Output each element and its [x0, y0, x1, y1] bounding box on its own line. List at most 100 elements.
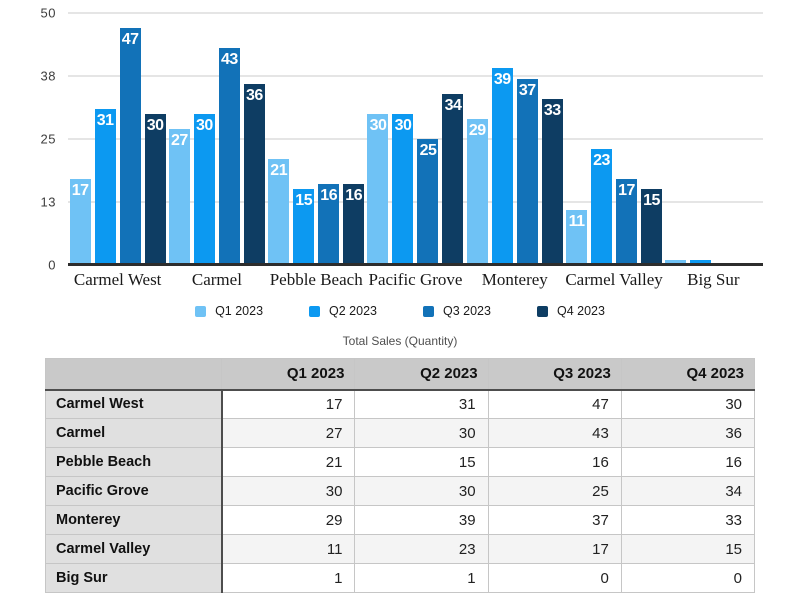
- bar-value-label: 17: [618, 182, 635, 200]
- x-axis-label-cell: Big Sur: [664, 270, 763, 290]
- table-cell: 30: [354, 418, 489, 448]
- bar-q4-2023-carmel-west: 30: [144, 113, 166, 265]
- table-cell: 0: [487, 563, 622, 593]
- table-cell: 1: [221, 563, 356, 593]
- row-label: Monterey: [44, 505, 223, 535]
- bar-value-label: 15: [295, 192, 313, 210]
- table-cell: 47: [487, 389, 622, 419]
- bar-value-label: 29: [468, 121, 486, 139]
- bar-value-label: 27: [171, 131, 188, 149]
- plot-bars: 17 31 47 30 27 30 43 36 21 15 16 16 30 30 25 34 29 39 37 33…: [68, 13, 763, 265]
- row-label: Pacific Grove: [44, 476, 223, 506]
- bar-q2-2023-carmel-west: 31: [94, 108, 116, 265]
- bar-q2-2023-pacific-grove: 30: [392, 113, 414, 265]
- gridline: [68, 12, 763, 14]
- table-cell: 27: [221, 418, 356, 448]
- table-row-pebble-beach: Pebble Beach 21 15 16 16: [44, 447, 756, 477]
- y-tick-label: 25: [40, 131, 56, 147]
- table-header-row: Q1 2023 Q2 2023 Q3 2023 Q4 2023: [44, 358, 756, 391]
- table-row-carmel: Carmel 27 30 43 36: [44, 418, 756, 448]
- table-cell: 43: [487, 418, 622, 448]
- bar-q1-2023-pebble-beach: 21: [268, 159, 290, 265]
- x-axis-label-carmel-valley: Carmel Valley: [565, 270, 663, 289]
- table-cell: 37: [487, 505, 622, 535]
- table-cell: 30: [221, 476, 356, 506]
- bar-value-label: 25: [419, 142, 437, 159]
- column-header-q1-2023: Q1 2023: [221, 358, 356, 391]
- gridline: [68, 138, 763, 140]
- bar-value-label: 33: [543, 101, 561, 119]
- legend-item-q4-2023: Q4 2023: [536, 304, 605, 318]
- table-cell: 31: [354, 389, 489, 419]
- bar-group-pacific-grove: 30 30 25 34: [366, 13, 465, 265]
- bar-q3-2023-carmel-west: 47: [119, 28, 141, 265]
- table-cell: 17: [487, 534, 622, 564]
- table-cell: 16: [620, 447, 756, 477]
- legend-item-q3-2023: Q3 2023: [423, 304, 491, 318]
- bar-group-monterey: 29 39 37 33: [465, 13, 564, 265]
- table-title: Total Sales (Quantity): [342, 334, 458, 348]
- bar-value-label: 23: [593, 152, 610, 170]
- bar-q1-2023-carmel: 27: [168, 128, 190, 265]
- bar-value-label: 30: [369, 116, 387, 134]
- bar-q1-2023-carmel-valley: 11: [566, 209, 588, 265]
- bar-value-label: 30: [394, 116, 412, 134]
- x-axis-label-pacific-grove: Pacific Grove: [368, 270, 463, 289]
- bar-group-big-sur: [664, 13, 763, 265]
- bar-q2-2023-big-sur: [690, 259, 712, 265]
- bar-q1-2023-pacific-grove: 30: [367, 113, 389, 265]
- bar-value-label: 37: [518, 81, 536, 99]
- gridline: [68, 75, 763, 77]
- bar-q2-2023-carmel: 30: [193, 113, 215, 265]
- table-cell: 33: [620, 505, 756, 535]
- row-label: Pebble Beach: [44, 447, 223, 477]
- bar-value-label: 30: [196, 116, 213, 134]
- table-cell: 1: [354, 563, 489, 593]
- table-cell: 23: [354, 534, 489, 564]
- legend-label: Q4 2023: [556, 304, 605, 318]
- bar-q3-2023-monterey: 37: [516, 78, 538, 265]
- bar-value-label: 21: [270, 162, 288, 180]
- table-row-monterey: Monterey 29 39 37 33: [44, 505, 756, 535]
- table-row-pacific-grove: Pacific Grove 30 30 25 34: [44, 476, 756, 506]
- table-cell: 15: [354, 447, 489, 477]
- row-label: Carmel: [44, 418, 223, 448]
- x-axis-line: [68, 263, 763, 266]
- bar-q3-2023-pacific-grove: 25: [417, 139, 439, 265]
- row-label: Carmel West: [44, 389, 223, 419]
- table-row-carmel-west: Carmel West 17 31 47 30: [44, 389, 756, 419]
- legend-item-q2-2023: Q2 2023: [309, 304, 377, 318]
- bar-q1-2023-big-sur: [665, 259, 687, 265]
- bar-value-label: 47: [121, 31, 139, 49]
- bar-value-label: 17: [71, 182, 89, 200]
- bar-value-label: 39: [493, 71, 511, 89]
- column-header-q3-2023: Q3 2023: [487, 358, 622, 391]
- bar-value-label: 16: [320, 187, 338, 205]
- y-tick-label: 38: [40, 68, 56, 84]
- legend-label: Q1 2023: [215, 304, 264, 318]
- legend-item-q1-2023: Q1 2023: [195, 304, 263, 318]
- table-cell: 11: [221, 534, 356, 564]
- legend-swatch-icon: [423, 305, 434, 317]
- sales-table: Q1 2023 Q2 2023 Q3 2023 Q4 2023 Carmel West…: [44, 358, 756, 593]
- bar-value-label: 36: [246, 86, 263, 104]
- column-header-q2-2023: Q2 2023: [354, 358, 489, 391]
- bar-q2-2023-carmel-valley: 23: [591, 149, 613, 265]
- table-cell: 21: [221, 447, 356, 477]
- bar-q4-2023-pebble-beach: 16: [343, 184, 365, 265]
- bar-q4-2023-monterey: 33: [541, 98, 563, 265]
- bar-value-label: 43: [221, 51, 238, 69]
- bar-value-label: 30: [146, 116, 164, 134]
- bar-value-label: 16: [345, 187, 363, 205]
- x-axis-label-cell: Carmel West: [68, 270, 167, 290]
- table-cell: 30: [354, 476, 489, 506]
- table-cell: 34: [620, 476, 756, 506]
- table-cell: 30: [620, 389, 756, 419]
- bar-q2-2023-pebble-beach: 15: [293, 189, 315, 265]
- row-label: Carmel Valley: [44, 534, 223, 564]
- table-cell: 29: [221, 505, 356, 535]
- bar-q4-2023-carmel: 36: [243, 83, 265, 265]
- x-axis-label-pebble-beach: Pebble Beach: [269, 270, 363, 289]
- x-axis-label-carmel-west: Carmel West: [73, 270, 162, 289]
- bar-q1-2023-carmel-west: 17: [69, 179, 91, 265]
